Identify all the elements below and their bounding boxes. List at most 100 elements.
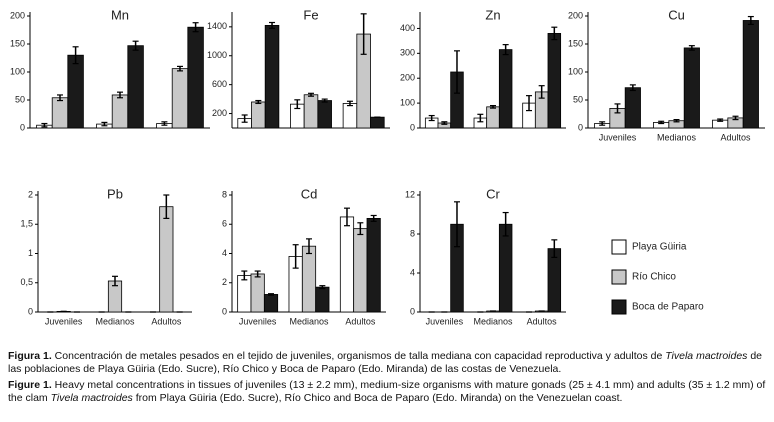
bar <box>486 106 500 129</box>
bar <box>339 216 355 313</box>
x-tick-label: Adultos <box>527 316 558 326</box>
legend-swatch <box>611 239 627 255</box>
bar <box>111 94 129 129</box>
caption-text: Concentración de metales pesados en el t… <box>51 350 666 362</box>
species-name: Tivela mactroides <box>665 350 748 362</box>
error-bar <box>357 222 364 236</box>
bar <box>264 24 280 129</box>
legend-swatch <box>611 269 627 285</box>
y-tick-label: 200 <box>10 10 25 20</box>
error-bar <box>346 100 353 107</box>
caption-text: Heavy metal concentrations in tissues of… <box>8 379 766 404</box>
bar <box>498 49 513 129</box>
error-bar <box>441 121 448 125</box>
y-tick-label: 4 <box>410 267 415 277</box>
bar <box>67 54 84 129</box>
bar <box>301 245 317 313</box>
y-tick-label: 6 <box>222 219 227 229</box>
bar <box>547 33 562 129</box>
bar <box>742 20 759 129</box>
x-tick-label: Juveniles <box>239 316 277 326</box>
bar <box>624 87 641 129</box>
bar <box>683 47 700 129</box>
y-tick-label: 8 <box>410 228 415 238</box>
caption: Figure 1. Heavy metal concentrations in … <box>8 379 768 405</box>
error-bar <box>161 121 168 126</box>
bar <box>547 248 562 313</box>
y-tick-label: 150 <box>568 38 583 48</box>
y-tick-label: 0 <box>20 122 25 132</box>
species-name: Tivela mactroides <box>50 392 133 404</box>
y-tick-label: 0 <box>410 122 415 132</box>
x-tick-label: Medianos <box>473 316 513 326</box>
chart-title: Pb <box>107 186 123 201</box>
y-tick-label: 2 <box>28 189 33 199</box>
error-bar <box>163 194 170 219</box>
chart-title: Cu <box>668 7 685 22</box>
x-tick-label: Juveniles <box>45 316 83 326</box>
caption-text: from Playa Güiria (Edo. Sucre), Río Chic… <box>132 392 623 404</box>
bar <box>237 275 252 313</box>
error-bar <box>308 92 314 97</box>
error-bar <box>477 113 484 123</box>
y-tick-label: 50 <box>573 94 583 104</box>
error-bar <box>306 238 312 255</box>
error-bar <box>319 285 326 290</box>
error-bar <box>112 275 118 287</box>
error-bar <box>599 121 606 126</box>
captions: Figura 1. Concentración de metales pesad… <box>8 350 768 408</box>
error-bar <box>658 120 665 125</box>
bar <box>370 116 385 129</box>
y-tick-label: 100 <box>568 66 583 76</box>
bar <box>51 97 69 129</box>
caption-label: Figure 1. <box>8 379 52 391</box>
y-tick-label: 0 <box>578 122 583 132</box>
error-bar <box>453 50 460 94</box>
bar <box>353 228 368 313</box>
bar <box>127 45 144 129</box>
y-tick-label: 200 <box>400 73 415 83</box>
error-bar <box>292 244 299 269</box>
chart-title: Fe <box>303 7 318 22</box>
error-bar <box>255 99 262 105</box>
y-tick-label: 2 <box>222 277 227 287</box>
y-tick-label: 12 <box>405 189 415 199</box>
error-bar <box>72 46 79 65</box>
error-bar <box>688 45 695 51</box>
bar <box>159 206 174 313</box>
chart-title: Cr <box>486 186 500 201</box>
x-tick-label: Adultos <box>345 316 376 326</box>
error-bar <box>177 65 183 72</box>
error-bar <box>132 40 139 51</box>
bar <box>187 26 204 129</box>
chart-title: Zn <box>485 7 500 22</box>
y-tick-label: 0 <box>28 306 33 316</box>
error-bar <box>101 121 108 127</box>
y-tick-label: 50 <box>15 94 25 104</box>
chart-title: Mn <box>111 7 129 22</box>
error-bar <box>254 270 261 278</box>
y-tick-label: 100 <box>10 66 25 76</box>
bar <box>366 217 381 313</box>
error-bar <box>717 118 724 122</box>
x-tick-label: Medianos <box>289 316 329 326</box>
y-tick-label: 400 <box>400 23 415 33</box>
x-tick-label: Adultos <box>720 132 751 142</box>
error-bar <box>192 22 199 33</box>
y-tick-label: 600 <box>212 79 227 89</box>
error-bar <box>502 211 509 237</box>
x-tick-label: Juveniles <box>599 132 637 142</box>
error-bar <box>614 103 621 114</box>
x-tick-label: Adultos <box>151 316 182 326</box>
x-tick-label: Medianos <box>95 316 135 326</box>
legend-label: Playa Güiria <box>632 242 687 253</box>
error-bar <box>343 207 350 227</box>
error-bar <box>428 114 435 122</box>
error-bar <box>241 114 248 123</box>
error-bar <box>551 239 558 258</box>
error-bar <box>538 85 545 99</box>
error-bar <box>490 104 496 109</box>
error-bar <box>453 201 460 248</box>
